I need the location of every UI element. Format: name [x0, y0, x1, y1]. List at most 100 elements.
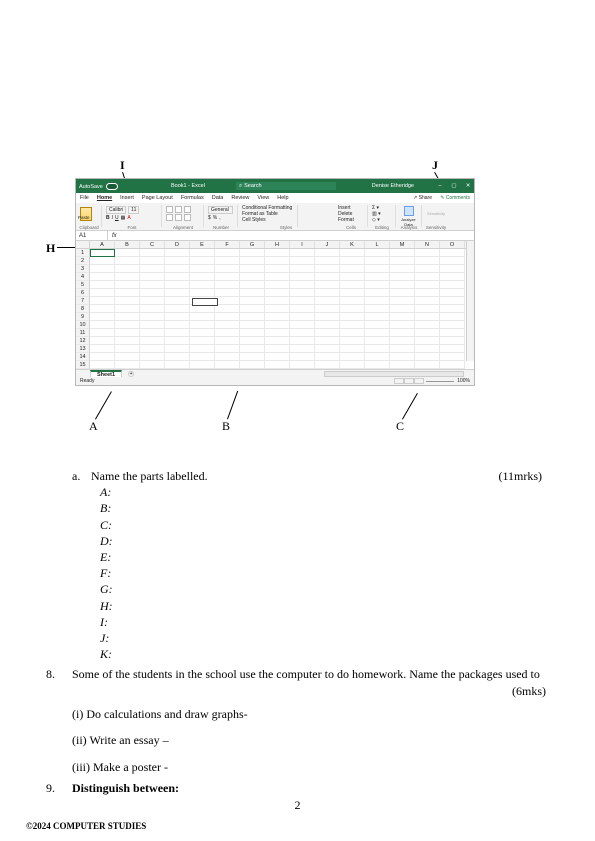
cell-G13[interactable] — [240, 345, 265, 353]
cell-J2[interactable] — [315, 257, 340, 265]
cell-E8[interactable] — [190, 305, 215, 313]
cell-L9[interactable] — [365, 313, 390, 321]
align-bot[interactable] — [184, 206, 191, 213]
autosave-pill[interactable] — [106, 183, 118, 190]
cell-O12[interactable] — [440, 337, 465, 345]
cell-H9[interactable] — [265, 313, 290, 321]
cell-M13[interactable] — [390, 345, 415, 353]
cell-O4[interactable] — [440, 273, 465, 281]
cell-I15[interactable] — [290, 361, 315, 369]
cell-C4[interactable] — [140, 273, 165, 281]
cell-N12[interactable] — [415, 337, 440, 345]
cell-M3[interactable] — [390, 265, 415, 273]
row-head-12[interactable]: 12 — [76, 337, 90, 345]
cell-N3[interactable] — [415, 265, 440, 273]
cell-H7[interactable] — [265, 297, 290, 305]
cell-O8[interactable] — [440, 305, 465, 313]
cell-I1[interactable] — [290, 249, 315, 257]
cell-H12[interactable] — [265, 337, 290, 345]
cell-L13[interactable] — [365, 345, 390, 353]
cell-G7[interactable] — [240, 297, 265, 305]
cell-F7[interactable] — [215, 297, 240, 305]
cell-G8[interactable] — [240, 305, 265, 313]
cell-L2[interactable] — [365, 257, 390, 265]
cell-K9[interactable] — [340, 313, 365, 321]
cell-styles[interactable]: Cell Styles — [242, 217, 293, 223]
cell-O11[interactable] — [440, 329, 465, 337]
tab-help[interactable]: Help — [277, 195, 288, 201]
cell-I8[interactable] — [290, 305, 315, 313]
row-head-14[interactable]: 14 — [76, 353, 90, 361]
cell-K5[interactable] — [340, 281, 365, 289]
cell-A13[interactable] — [90, 345, 115, 353]
cell-O9[interactable] — [440, 313, 465, 321]
bold-button[interactable]: B — [106, 215, 110, 221]
cell-F10[interactable] — [215, 321, 240, 329]
cell-H10[interactable] — [265, 321, 290, 329]
row-head-1[interactable]: 1 — [76, 249, 90, 257]
cell-C9[interactable] — [140, 313, 165, 321]
cell-A3[interactable] — [90, 265, 115, 273]
cell-F6[interactable] — [215, 289, 240, 297]
cell-E10[interactable] — [190, 321, 215, 329]
cell-I12[interactable] — [290, 337, 315, 345]
cell-A4[interactable] — [90, 273, 115, 281]
select-all[interactable] — [76, 241, 90, 248]
cell-B9[interactable] — [115, 313, 140, 321]
cell-E6[interactable] — [190, 289, 215, 297]
cell-N13[interactable] — [415, 345, 440, 353]
cell-O5[interactable] — [440, 281, 465, 289]
fill-color-button[interactable]: A — [127, 215, 130, 221]
cell-C7[interactable] — [140, 297, 165, 305]
cell-L14[interactable] — [365, 353, 390, 361]
cell-A1[interactable] — [90, 249, 115, 257]
cell-F15[interactable] — [215, 361, 240, 369]
cell-J10[interactable] — [315, 321, 340, 329]
cell-F13[interactable] — [215, 345, 240, 353]
cell-L5[interactable] — [365, 281, 390, 289]
cell-C13[interactable] — [140, 345, 165, 353]
cell-E11[interactable] — [190, 329, 215, 337]
col-head-O[interactable]: O — [440, 241, 465, 248]
comments-button[interactable]: ✎ Comments — [440, 195, 470, 201]
cell-K14[interactable] — [340, 353, 365, 361]
cell-I13[interactable] — [290, 345, 315, 353]
view-normal[interactable] — [394, 378, 404, 384]
cell-K4[interactable] — [340, 273, 365, 281]
cell-A8[interactable] — [90, 305, 115, 313]
cell-K6[interactable] — [340, 289, 365, 297]
cell-N1[interactable] — [415, 249, 440, 257]
cell-A6[interactable] — [90, 289, 115, 297]
row-head-6[interactable]: 6 — [76, 289, 90, 297]
view-pagelayout[interactable] — [404, 378, 414, 384]
cell-G12[interactable] — [240, 337, 265, 345]
cell-J7[interactable] — [315, 297, 340, 305]
cell-G6[interactable] — [240, 289, 265, 297]
cell-H1[interactable] — [265, 249, 290, 257]
row-head-3[interactable]: 3 — [76, 265, 90, 273]
cell-H13[interactable] — [265, 345, 290, 353]
col-head-E[interactable]: E — [190, 241, 215, 248]
cell-G14[interactable] — [240, 353, 265, 361]
tab-review[interactable]: Review — [231, 195, 249, 201]
cell-D12[interactable] — [165, 337, 190, 345]
cell-B13[interactable] — [115, 345, 140, 353]
cell-O13[interactable] — [440, 345, 465, 353]
col-head-M[interactable]: M — [390, 241, 415, 248]
cell-G10[interactable] — [240, 321, 265, 329]
cell-E15[interactable] — [190, 361, 215, 369]
add-sheet-button[interactable]: + — [128, 371, 134, 377]
cell-G9[interactable] — [240, 313, 265, 321]
cell-F11[interactable] — [215, 329, 240, 337]
cell-L3[interactable] — [365, 265, 390, 273]
cell-E5[interactable] — [190, 281, 215, 289]
search-box[interactable]: ⌕ Search — [236, 182, 336, 190]
row-head-4[interactable]: 4 — [76, 273, 90, 281]
cell-H6[interactable] — [265, 289, 290, 297]
cell-C8[interactable] — [140, 305, 165, 313]
cell-D13[interactable] — [165, 345, 190, 353]
row-head-9[interactable]: 9 — [76, 313, 90, 321]
cell-M14[interactable] — [390, 353, 415, 361]
cell-D11[interactable] — [165, 329, 190, 337]
cell-F5[interactable] — [215, 281, 240, 289]
